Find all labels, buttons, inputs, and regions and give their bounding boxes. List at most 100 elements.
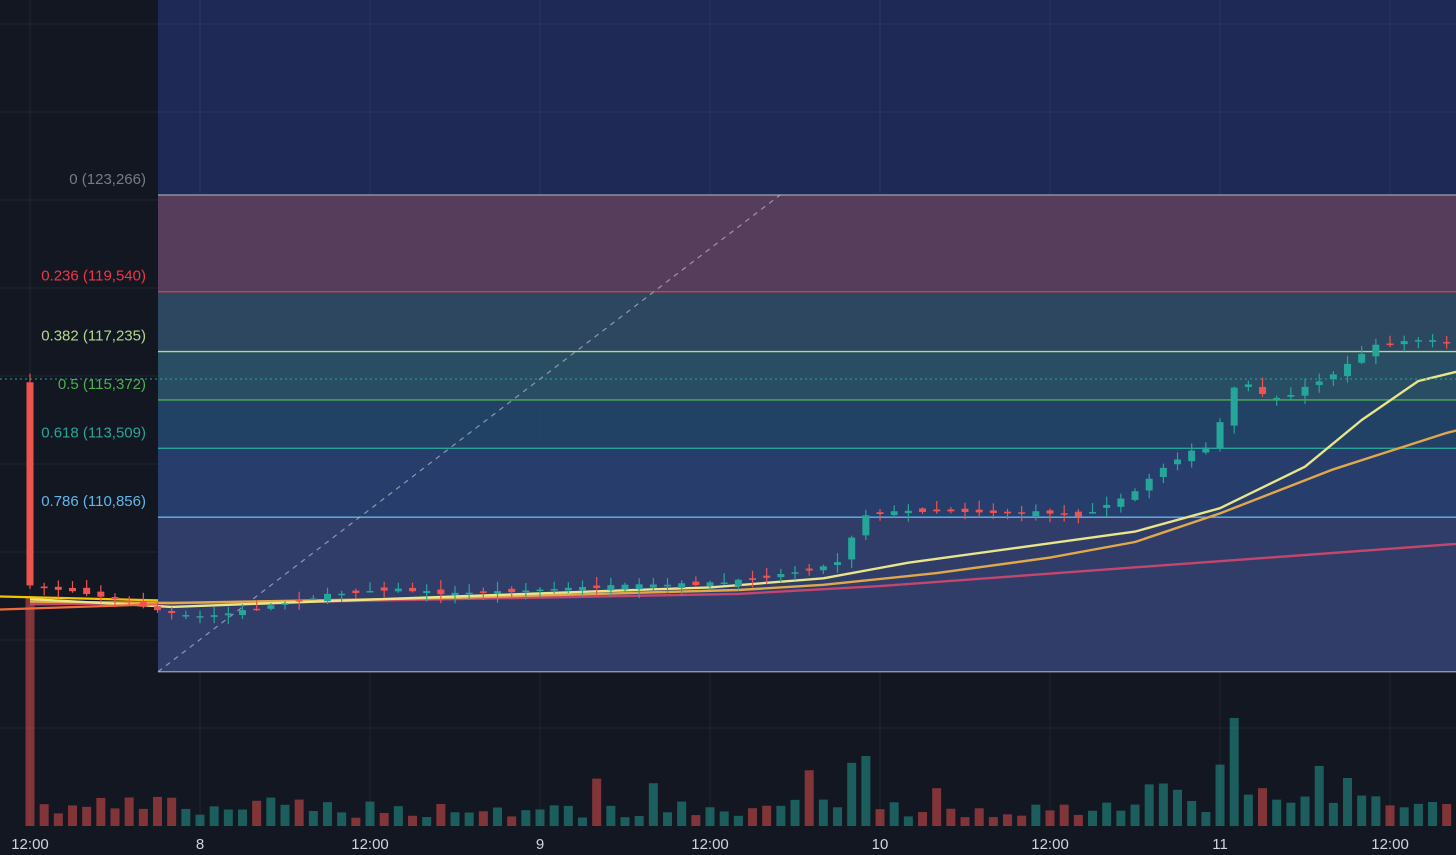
candle-body[interactable] xyxy=(1259,386,1267,394)
candle-body[interactable] xyxy=(1414,340,1422,342)
candle-body[interactable] xyxy=(394,588,402,592)
candle-body[interactable] xyxy=(1429,340,1437,342)
candle-body[interactable] xyxy=(139,601,147,607)
candle-body[interactable] xyxy=(295,600,303,602)
candle-body[interactable] xyxy=(635,584,643,590)
candle-body[interactable] xyxy=(1216,422,1224,449)
candle-body[interactable] xyxy=(621,584,629,590)
candle-body[interactable] xyxy=(409,587,417,592)
candle-body[interactable] xyxy=(1131,491,1139,500)
candle-body[interactable] xyxy=(706,582,714,587)
candle-body[interactable] xyxy=(564,587,572,591)
candle-body[interactable] xyxy=(465,592,473,595)
candle-body[interactable] xyxy=(947,509,955,512)
candle-body[interactable] xyxy=(1089,512,1097,514)
candle-body[interactable] xyxy=(224,613,232,616)
candle-body[interactable] xyxy=(805,568,813,571)
candle-body[interactable] xyxy=(1103,504,1111,508)
candle-body[interactable] xyxy=(1301,386,1309,396)
candle-body[interactable] xyxy=(125,600,133,603)
candle-body[interactable] xyxy=(607,585,615,591)
candle-body[interactable] xyxy=(579,587,587,591)
candle-body[interactable] xyxy=(182,615,190,617)
candle-body[interactable] xyxy=(1287,394,1295,397)
candle-body[interactable] xyxy=(734,579,742,586)
candle-body[interactable] xyxy=(437,589,445,595)
candle-body[interactable] xyxy=(196,616,204,618)
candle-body[interactable] xyxy=(1159,467,1167,478)
candle-body[interactable] xyxy=(522,590,530,592)
candle-body[interactable] xyxy=(281,603,289,605)
candle-body[interactable] xyxy=(975,509,983,513)
candle-body[interactable] xyxy=(1358,353,1366,363)
candle-body[interactable] xyxy=(1273,397,1281,400)
candle-body[interactable] xyxy=(791,572,799,574)
candle-body[interactable] xyxy=(1032,511,1040,517)
candle-body[interactable] xyxy=(664,584,672,587)
candle-body[interactable] xyxy=(777,574,785,578)
candle-body[interactable] xyxy=(1018,512,1026,514)
candle-body[interactable] xyxy=(97,591,105,597)
candle-body[interactable] xyxy=(848,537,856,560)
candle-body[interactable] xyxy=(678,583,686,588)
candle-body[interactable] xyxy=(1004,511,1012,514)
fib-trend-line[interactable] xyxy=(157,194,781,673)
candle-body[interactable] xyxy=(253,608,261,611)
candle-body[interactable] xyxy=(267,605,275,609)
candle-body[interactable] xyxy=(961,508,969,512)
candle-body[interactable] xyxy=(1443,342,1451,344)
candle-body[interactable] xyxy=(1060,513,1068,515)
candle-body[interactable] xyxy=(763,575,771,578)
candle-body[interactable] xyxy=(1145,478,1153,491)
candle-body[interactable] xyxy=(1188,450,1196,462)
candle-body[interactable] xyxy=(1174,459,1182,465)
candle-body[interactable] xyxy=(111,597,119,600)
candle-body[interactable] xyxy=(1315,381,1323,386)
candle-body[interactable] xyxy=(494,591,502,594)
candle-body[interactable] xyxy=(749,578,757,580)
candle-body[interactable] xyxy=(380,587,388,591)
candle-body[interactable] xyxy=(338,593,346,596)
candle-body[interactable] xyxy=(239,610,247,616)
candle-body[interactable] xyxy=(593,585,601,588)
candle-body[interactable] xyxy=(819,566,827,571)
candle-body[interactable] xyxy=(508,588,516,593)
candle-body[interactable] xyxy=(876,512,884,515)
candle-body[interactable] xyxy=(309,598,317,601)
candle-body[interactable] xyxy=(720,582,728,584)
candle-body[interactable] xyxy=(1344,363,1352,377)
candle-body[interactable] xyxy=(1386,343,1394,346)
candle-body[interactable] xyxy=(366,591,374,593)
candle-body[interactable] xyxy=(1372,344,1380,357)
candle-body[interactable] xyxy=(168,611,176,614)
moving-average-long[interactable] xyxy=(29,428,1456,606)
candle-body[interactable] xyxy=(989,510,997,513)
candle-body[interactable] xyxy=(834,562,842,566)
candle-body[interactable] xyxy=(352,590,360,594)
candle-body[interactable] xyxy=(649,584,657,588)
candle-body[interactable] xyxy=(890,511,898,516)
candle-body[interactable] xyxy=(451,592,459,595)
candle-body[interactable] xyxy=(479,591,487,593)
candle-body[interactable] xyxy=(919,508,927,512)
candle-body[interactable] xyxy=(904,510,912,514)
candle-body[interactable] xyxy=(423,590,431,594)
candle-body[interactable] xyxy=(83,587,91,595)
candle-body[interactable] xyxy=(324,593,332,602)
candle-body[interactable] xyxy=(862,515,870,536)
candle-body[interactable] xyxy=(1074,511,1082,517)
candle-body[interactable] xyxy=(1046,510,1054,514)
candle-body[interactable] xyxy=(1329,374,1337,380)
candle-body[interactable] xyxy=(69,587,77,592)
candle-body[interactable] xyxy=(1230,387,1238,426)
candle-body[interactable] xyxy=(1117,498,1125,507)
candle-body[interactable] xyxy=(536,589,544,592)
candle-body[interactable] xyxy=(154,606,162,611)
candle-body[interactable] xyxy=(933,509,941,512)
candle-body[interactable] xyxy=(40,586,48,589)
candle-body[interactable] xyxy=(692,581,700,585)
candle-body[interactable] xyxy=(1202,447,1210,453)
candle-body[interactable] xyxy=(26,382,34,586)
candle-body[interactable] xyxy=(210,615,218,617)
